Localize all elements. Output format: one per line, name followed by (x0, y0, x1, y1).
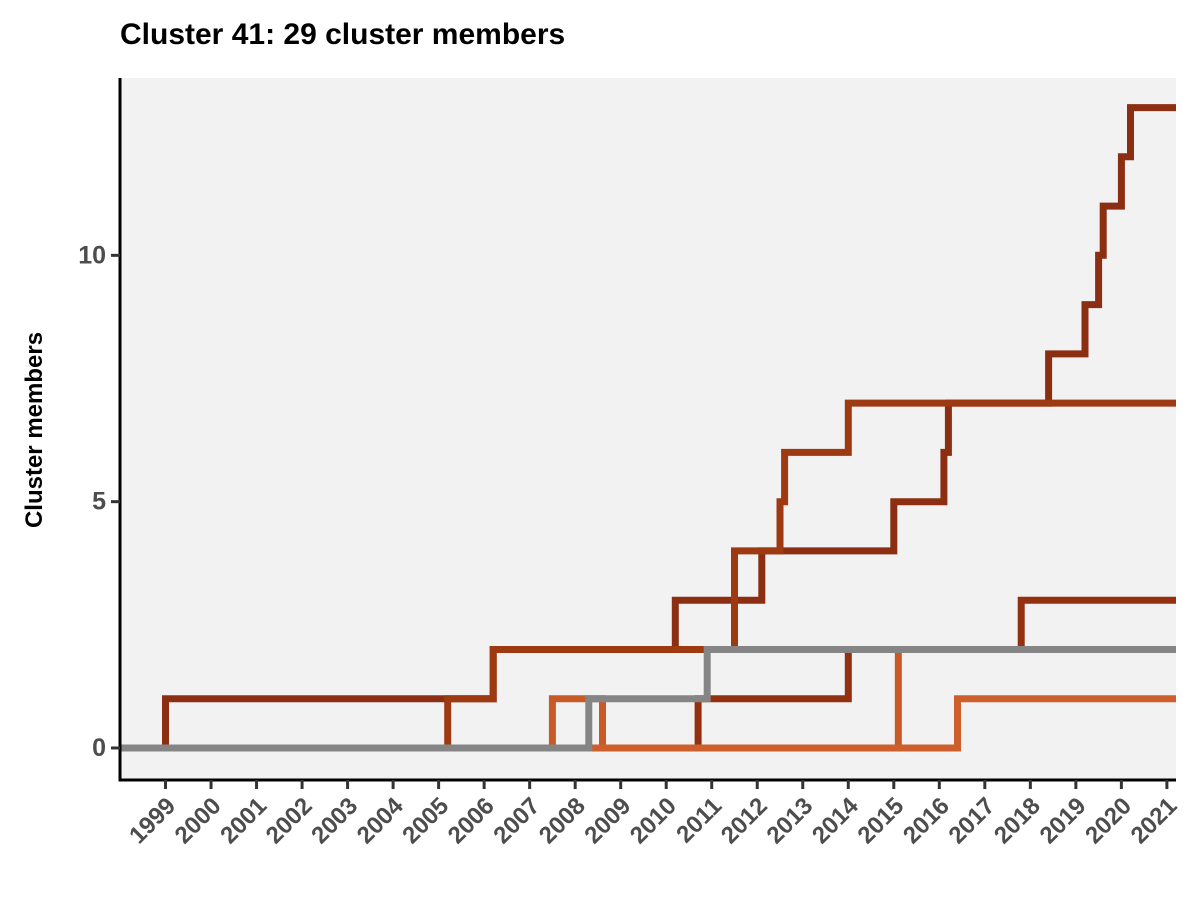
series-line-2 (120, 399, 1176, 752)
series-line-4 (120, 646, 1176, 752)
x-tick-label: 2010 (625, 792, 682, 849)
plot-background (120, 78, 1176, 780)
x-tick-label: 2007 (488, 792, 545, 849)
x-tick-label: 2009 (579, 792, 636, 849)
x-tick-label: 2018 (989, 792, 1046, 849)
axis-layer (118, 78, 1176, 782)
x-tick-label: 2011 (671, 792, 727, 848)
series-layer (120, 104, 1176, 752)
x-tick-label: 2017 (944, 792, 1001, 849)
x-tick-label: 2002 (261, 792, 318, 849)
x-tick-label: 2016 (898, 792, 955, 849)
y-tick-label: 10 (78, 241, 106, 269)
x-tick-label: 2021 (1126, 792, 1183, 849)
x-tick-label: 2005 (397, 792, 454, 849)
x-tick-label: 2012 (716, 792, 773, 849)
y-tick-label: 5 (92, 488, 106, 516)
x-tick-label: 2020 (1080, 792, 1137, 849)
x-tick-label: 2003 (306, 792, 363, 849)
x-tick-label: 2008 (534, 792, 591, 849)
x-tick-label: 2014 (807, 792, 864, 849)
x-tick-label: 2015 (853, 792, 910, 849)
y-tick-label: 0 (92, 734, 106, 762)
x-tick-label: 2004 (352, 792, 409, 849)
x-tick-label: 2001 (215, 792, 272, 849)
x-tick-label: 2013 (762, 792, 819, 849)
series-line-6 (120, 646, 1176, 752)
x-tick-label: 2000 (170, 792, 227, 849)
chart-title: Cluster 41: 29 cluster members (120, 18, 566, 51)
x-tick-label: 2019 (1035, 792, 1092, 849)
x-tick-label: 2006 (443, 792, 500, 849)
x-tick-label: 1999 (124, 792, 181, 849)
